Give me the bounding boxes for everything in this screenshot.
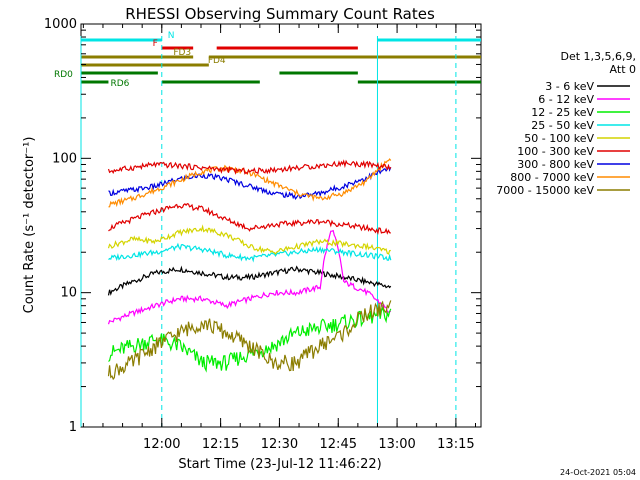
series-line [108, 164, 392, 200]
y-tick-label: 10 [60, 286, 77, 301]
x-tick-label: 12:00 [143, 437, 180, 452]
legend-label: 25 - 50 keV [531, 119, 594, 132]
flag-label: RD6 [110, 79, 129, 89]
y-tick-label: 100 [52, 151, 77, 166]
legend-label: 6 - 12 keV [538, 93, 594, 106]
x-axis: 12:00 12:15 12:30 12:45 13:00 13:15 [82, 24, 477, 452]
legend-label: 300 - 800 keV [517, 158, 594, 171]
legend-header: Det 1,3,5,6,9, [560, 50, 636, 63]
series-line [107, 229, 392, 325]
series-line [108, 203, 391, 235]
series-line [107, 159, 392, 175]
flag-label: N [168, 31, 175, 41]
legend-label: 100 - 300 keV [517, 145, 594, 158]
series-line [108, 306, 392, 373]
legend-label: 3 - 6 keV [545, 80, 594, 93]
x-tick-label: 13:00 [378, 437, 415, 452]
series-line [107, 265, 392, 296]
flag-label: FD3 [173, 48, 191, 58]
night-boundaries [80, 36, 457, 427]
x-tick-label: 12:15 [202, 437, 239, 452]
legend-label: 800 - 7000 keV [510, 171, 594, 184]
legend-header: Att 0 [610, 63, 636, 76]
y-axis: 1 10 100 1000 [44, 17, 481, 435]
x-tick-label: 13:15 [437, 437, 474, 452]
series-line [107, 224, 391, 256]
y-axis-label: Count Rate (s⁻¹ detector⁻¹) [22, 137, 37, 314]
footer-timestamp: 24-Oct-2021 05:04 [560, 468, 636, 477]
series-lines [107, 158, 392, 381]
x-axis-label: Start Time (23-Jul-12 11:46:22) [178, 457, 381, 472]
y-tick-label: 1000 [44, 17, 77, 32]
flag-label: FD4 [208, 56, 226, 66]
legend-label: 50 - 100 keV [524, 132, 594, 145]
y-tick-label: 1 [69, 420, 77, 435]
chart-title: RHESSI Observing Summary Count Rates [125, 5, 435, 23]
flag-label: F [153, 39, 158, 49]
x-tick-label: 12:30 [261, 437, 298, 452]
flag-label: RD0 [54, 70, 73, 80]
legend-label: 7000 - 15000 keV [496, 184, 594, 197]
series-line [107, 300, 392, 381]
x-tick-label: 12:45 [320, 437, 357, 452]
series-line [108, 242, 392, 263]
flag-bars: NF FD3 FD4 RD0 RD6 [54, 31, 481, 89]
legend-label: 12 - 25 keV [531, 106, 594, 119]
